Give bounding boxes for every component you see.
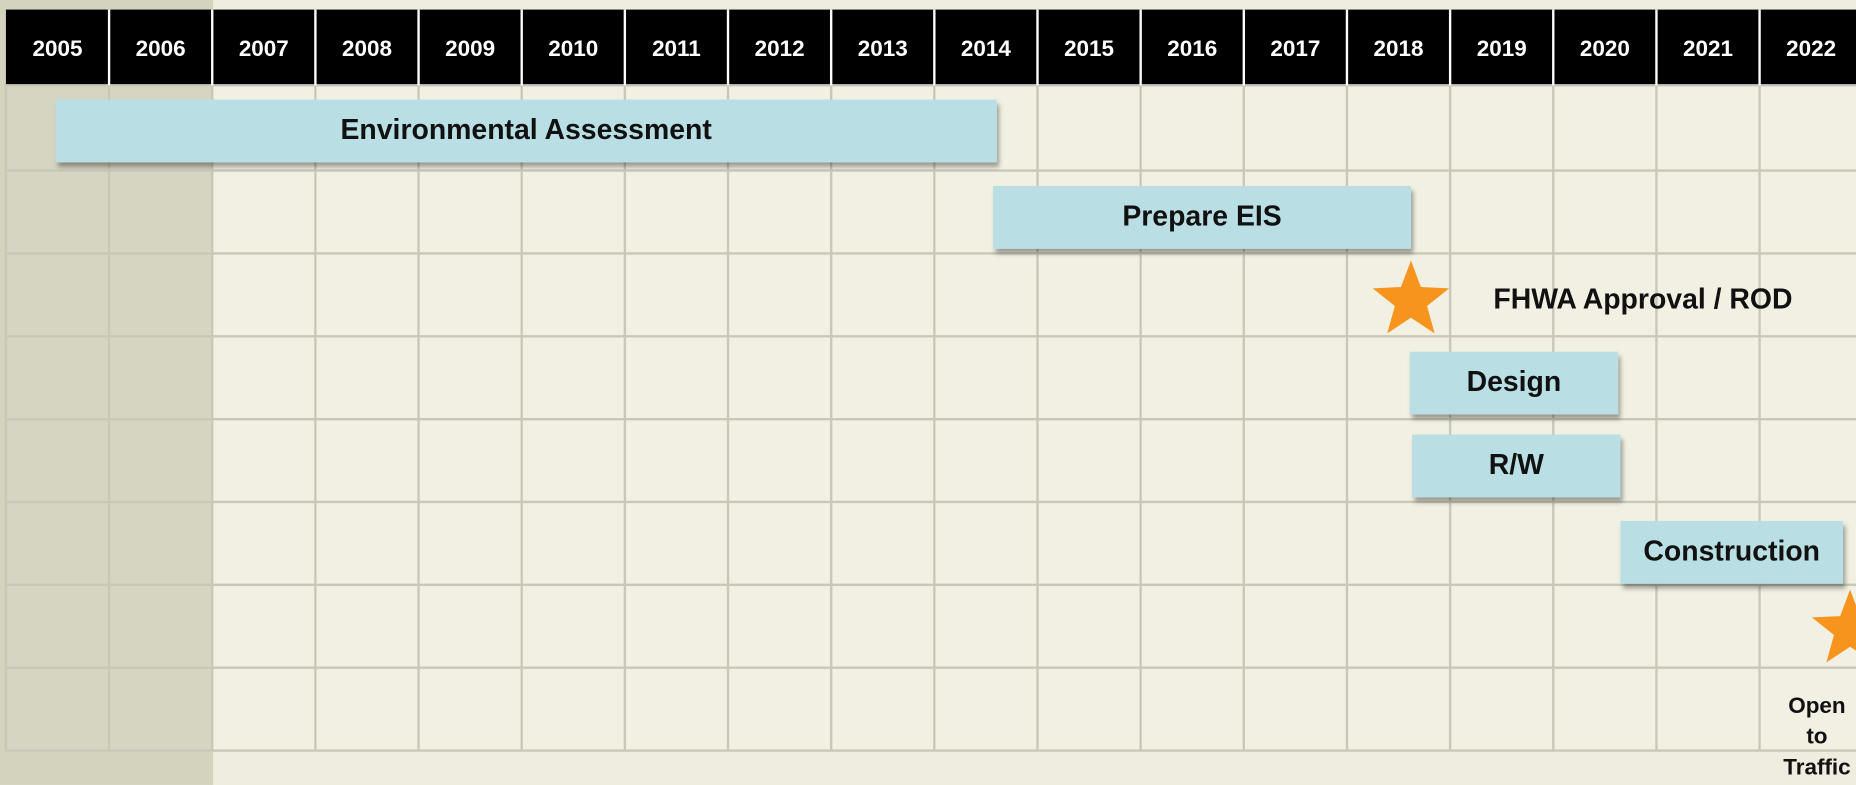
- milestone-label-line: Traffic: [1783, 754, 1850, 779]
- year-label: 2020: [1580, 36, 1630, 61]
- year-label: 2010: [548, 36, 598, 61]
- milestone-label: FHWA Approval / ROD: [1493, 283, 1792, 315]
- year-label: 2008: [342, 36, 392, 61]
- year-label: 2017: [1270, 36, 1320, 61]
- milestone-label-line: Open: [1788, 693, 1845, 718]
- year-label: 2018: [1374, 36, 1424, 61]
- year-label: 2014: [961, 36, 1011, 61]
- page: {"timeline": { "years": ["2005","2006","…: [0, 0, 1856, 785]
- timeline-slide: 2005 2006 2007 2008 2009 2010 2011 2012 2013 2014…: [0, 0, 1856, 785]
- task-label: R/W: [1489, 449, 1544, 481]
- milestone-label-line: to: [1806, 723, 1827, 748]
- year-label: 2009: [445, 36, 495, 61]
- year-label: 2016: [1167, 36, 1217, 61]
- task-label: Prepare EIS: [1122, 200, 1281, 232]
- year-label: 2012: [755, 36, 805, 61]
- year-label: 2022: [1786, 36, 1836, 61]
- year-label: 2007: [239, 36, 289, 61]
- year-label: 2005: [33, 36, 83, 61]
- task-label: Construction: [1643, 535, 1820, 567]
- year-label: 2021: [1683, 36, 1733, 61]
- task-label: Environmental Assessment: [340, 114, 712, 146]
- year-label: 2013: [858, 36, 908, 61]
- year-label: 2011: [652, 36, 701, 61]
- year-label: 2006: [136, 36, 186, 61]
- year-label: 2015: [1064, 36, 1114, 61]
- task-label: Design: [1467, 366, 1562, 398]
- year-label: 2019: [1477, 36, 1527, 61]
